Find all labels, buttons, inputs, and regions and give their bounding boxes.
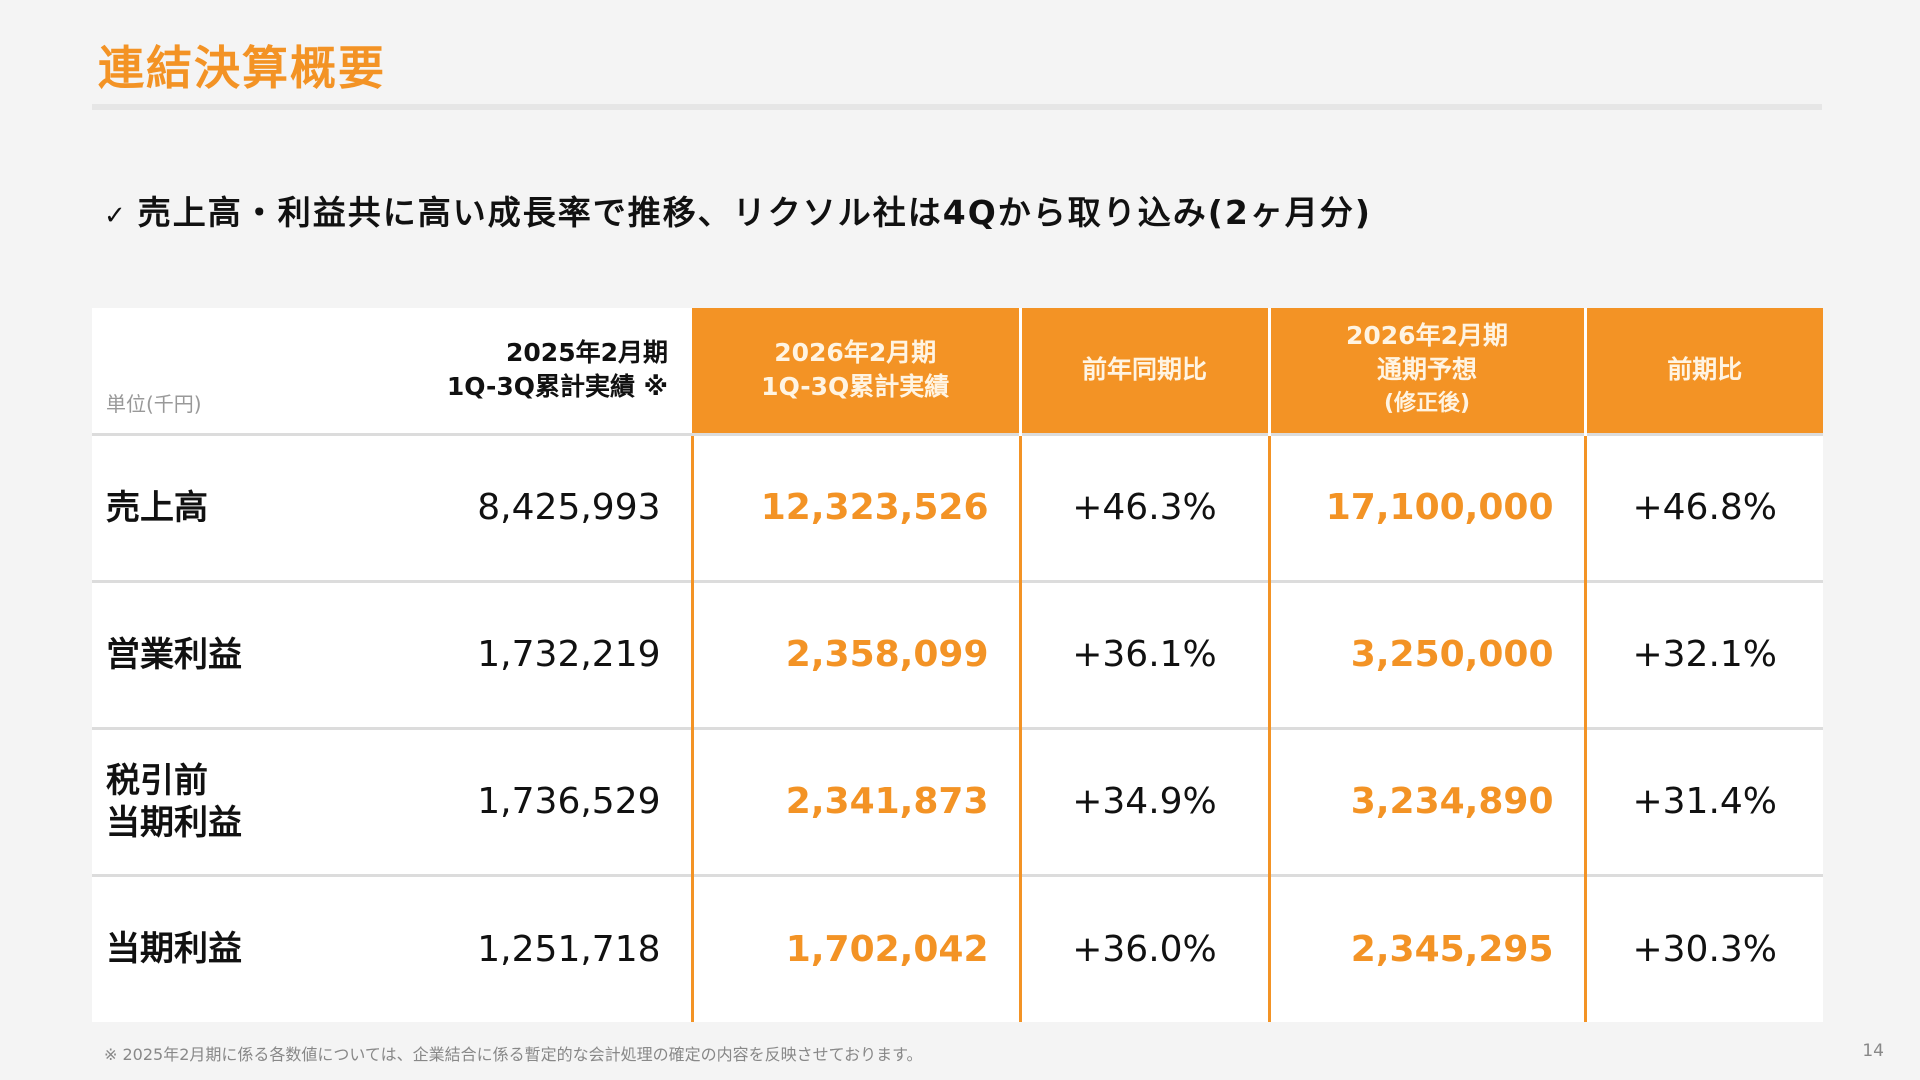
unit-label: 単位(千円) <box>92 308 416 434</box>
forecast-value: 2,345,295 <box>1267 873 1585 1022</box>
prev-ytd-value: 1,732,219 <box>416 579 692 728</box>
header-prev-ytd: 2025年2月期 1Q-3Q累計実績 ※ <box>416 308 692 434</box>
header-vs-prev: 前期比 <box>1583 308 1823 434</box>
row-label: 税引前 当期利益 <box>92 726 416 875</box>
table-row: 税引前 当期利益 1,736,529 2,341,873 +34.9% 3,234,89… <box>92 726 1823 875</box>
yoy-value: +34.9% <box>1018 726 1269 875</box>
row-label: 当期利益 <box>92 873 416 1022</box>
current-ytd-value: 1,702,042 <box>690 873 1020 1022</box>
header-current-ytd: 2026年2月期 1Q-3Q累計実績 <box>692 308 1020 434</box>
forecast-value: 17,100,000 <box>1267 432 1585 581</box>
yoy-value: +36.0% <box>1018 873 1269 1022</box>
table-row: 営業利益 1,732,219 2,358,099 +36.1% 3,250,000 +32… <box>92 579 1823 728</box>
header-forecast: 2026年2月期 通期予想 (修正後) <box>1267 308 1585 434</box>
page-title: 連結決算概要 <box>98 41 386 95</box>
header-yoy: 前年同期比 <box>1018 308 1269 434</box>
row-label: 営業利益 <box>92 579 416 728</box>
subtitle: ✓ 売上高・利益共に高い成長率で推移、リクソル社は4Qから取り込み(2ヶ月分) <box>104 186 1372 234</box>
current-ytd-value: 12,323,526 <box>690 432 1020 581</box>
forecast-value: 3,234,890 <box>1267 726 1585 875</box>
prev-ytd-value: 1,251,718 <box>416 873 692 1022</box>
table-row: 当期利益 1,251,718 1,702,042 +36.0% 2,345,295 +30… <box>92 873 1823 1022</box>
forecast-value: 3,250,000 <box>1267 579 1585 728</box>
footnote: ※ 2025年2月期に係る各数値については、企業結合に係る暫定的な会計処理の確定… <box>104 1045 923 1064</box>
current-ytd-value: 2,341,873 <box>690 726 1020 875</box>
page-number: 14 <box>1862 1041 1884 1061</box>
vs-prev-value: +32.1% <box>1583 579 1823 728</box>
vs-prev-value: +30.3% <box>1583 873 1823 1022</box>
table-row: 売上高 8,425,993 12,323,526 +46.3% 17,100,000 +4… <box>92 432 1823 581</box>
financial-summary-table: 単位(千円) 2025年2月期 1Q-3Q累計実績 ※ 2026年2月期 1Q-3Q… <box>92 308 1823 1022</box>
yoy-value: +46.3% <box>1018 432 1269 581</box>
row-label: 売上高 <box>92 432 416 581</box>
vs-prev-value: +31.4% <box>1583 726 1823 875</box>
current-ytd-value: 2,358,099 <box>690 579 1020 728</box>
title-divider <box>92 104 1822 110</box>
prev-ytd-value: 1,736,529 <box>416 726 692 875</box>
subtitle-text: 売上高・利益共に高い成長率で推移、リクソル社は4Qから取り込み(2ヶ月分) <box>137 193 1372 232</box>
vs-prev-value: +46.8% <box>1583 432 1823 581</box>
yoy-value: +36.1% <box>1018 579 1269 728</box>
prev-ytd-value: 8,425,993 <box>416 432 692 581</box>
check-icon: ✓ <box>104 201 128 231</box>
